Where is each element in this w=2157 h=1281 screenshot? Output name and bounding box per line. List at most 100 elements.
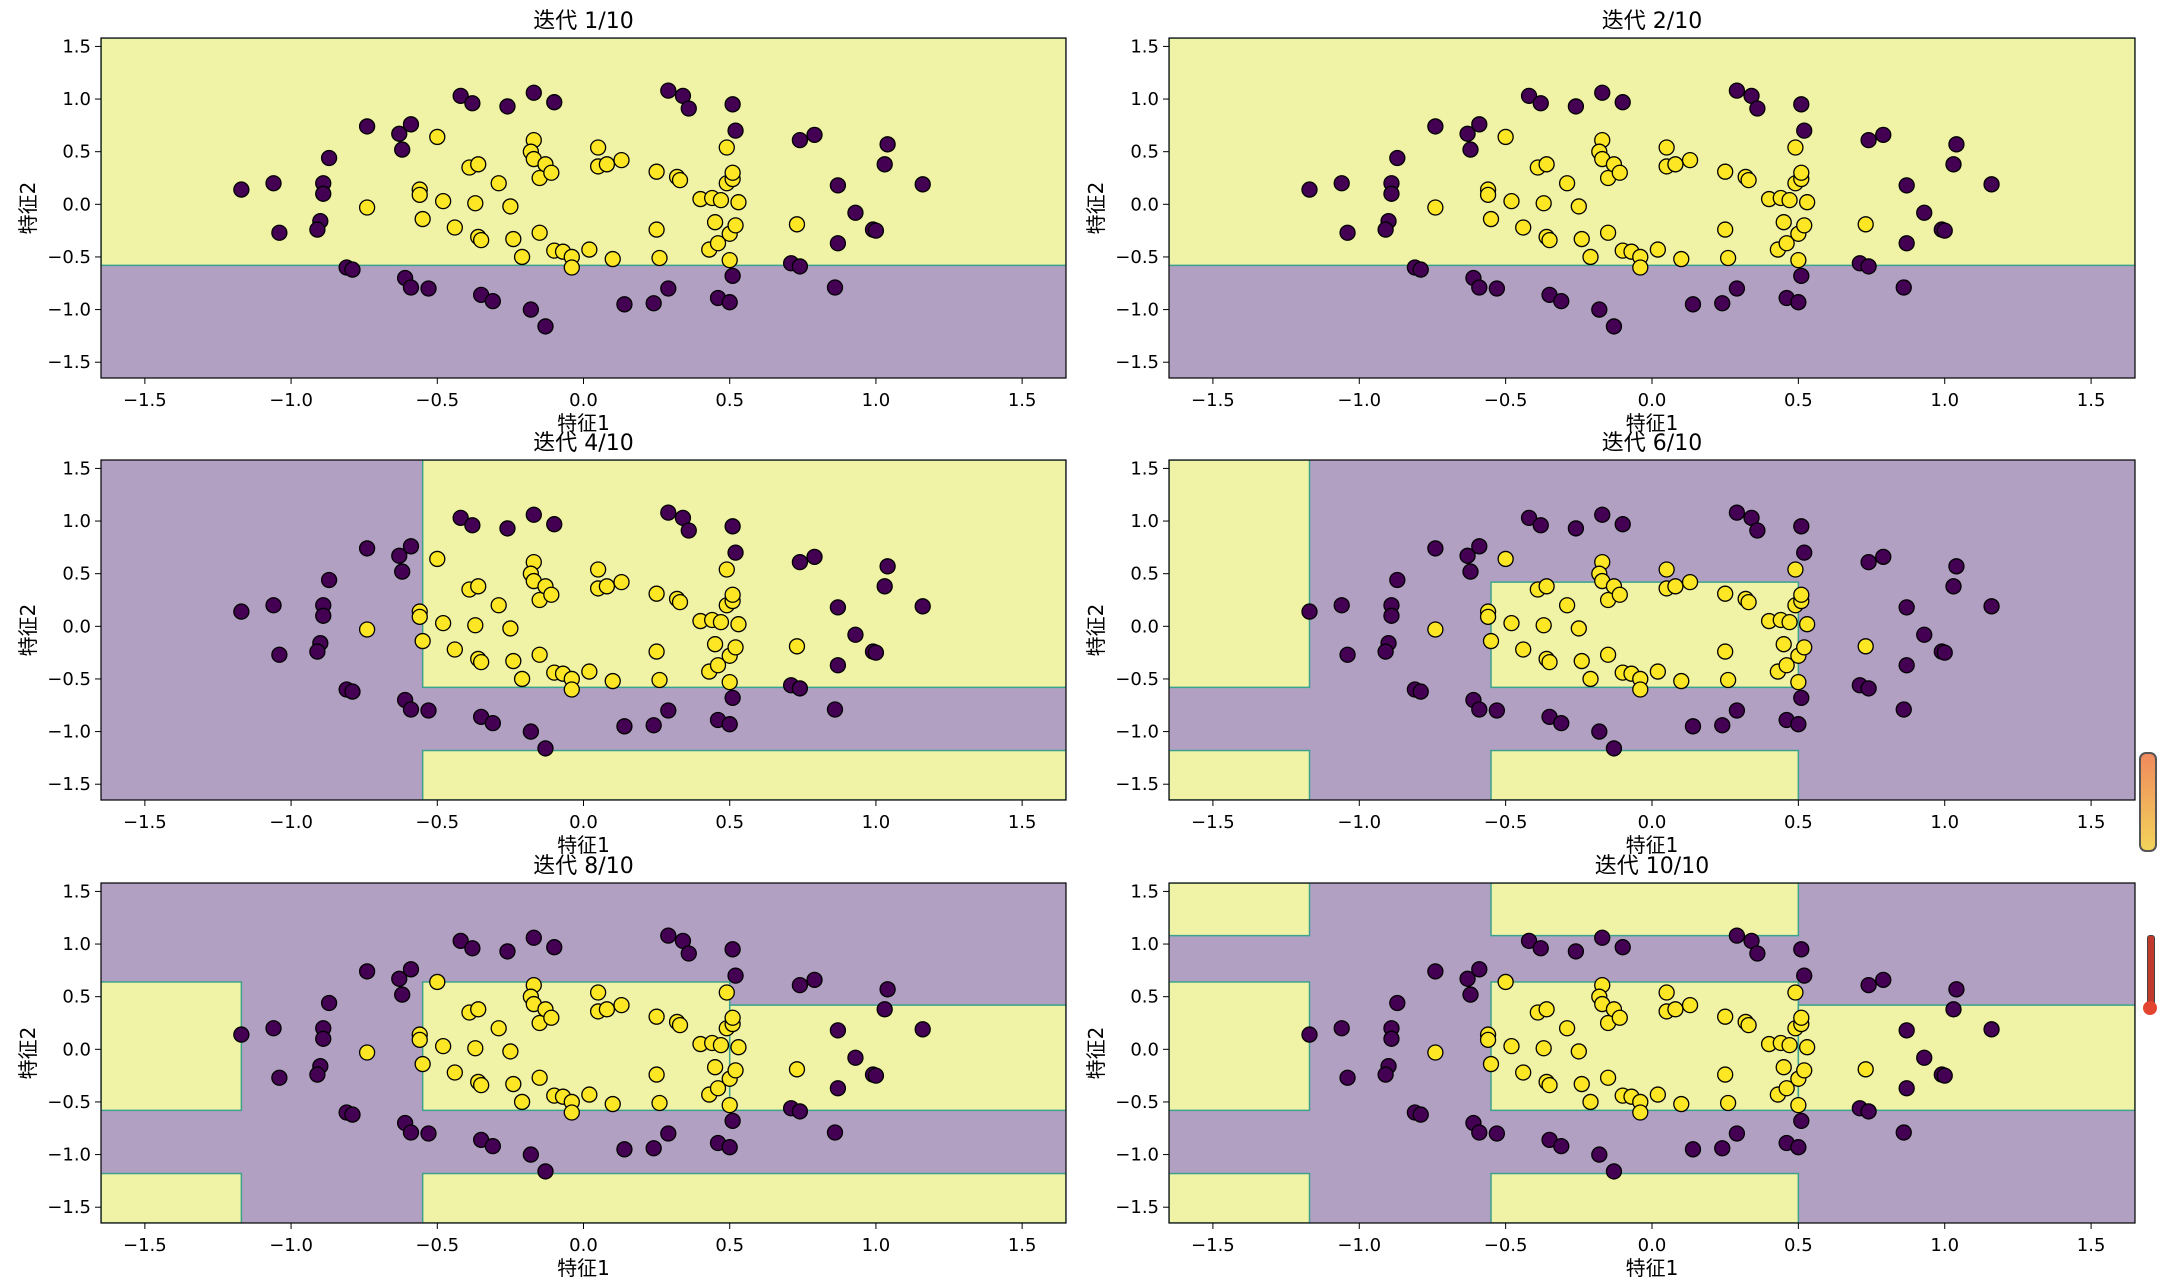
scrollbar-handle-top[interactable] <box>2139 752 2157 852</box>
data-point <box>914 598 931 615</box>
data-point <box>490 1020 507 1037</box>
y-tick-label: −1.5 <box>47 774 91 795</box>
x-tick-label: 0.5 <box>1784 812 1813 833</box>
data-point <box>1793 267 1810 285</box>
data-point <box>721 673 738 691</box>
data-point <box>788 638 806 655</box>
y-tick-label: −1.0 <box>47 1145 91 1166</box>
data-point <box>1427 199 1444 216</box>
data-point <box>879 558 896 575</box>
data-point <box>1945 156 1962 173</box>
data-point <box>1482 210 1500 228</box>
y-tick-label: 0.5 <box>62 564 91 585</box>
data-point <box>452 509 469 527</box>
data-point <box>660 702 677 719</box>
data-point <box>581 241 598 258</box>
data-point <box>1898 657 1915 674</box>
data-point <box>1790 673 1807 691</box>
data-point <box>1497 128 1514 146</box>
data-point <box>394 141 411 158</box>
data-point <box>1790 1139 1807 1156</box>
data-point <box>1649 241 1667 258</box>
data-point <box>1728 927 1746 944</box>
plot-area <box>101 38 1066 378</box>
data-point <box>616 296 633 313</box>
data-point <box>724 586 741 603</box>
data-point <box>1573 230 1590 248</box>
x-tick-label: 0.5 <box>715 1235 744 1256</box>
data-point <box>1558 1020 1576 1037</box>
data-point <box>1594 929 1611 946</box>
data-point <box>1796 217 1813 234</box>
data-point <box>1787 561 1804 578</box>
region-class1 <box>1797 1004 2135 1112</box>
data-point <box>344 1106 361 1123</box>
data-point <box>1538 578 1555 595</box>
y-tick-label: 1.5 <box>1130 36 1159 57</box>
data-point <box>847 204 864 221</box>
data-point <box>358 199 376 216</box>
data-point <box>1793 96 1810 113</box>
data-point <box>914 1021 931 1038</box>
data-point <box>1936 222 1953 239</box>
data-point <box>1515 1064 1532 1081</box>
data-point <box>1383 607 1400 624</box>
data-point <box>1796 544 1813 561</box>
data-point <box>1479 1031 1497 1048</box>
region-class1 <box>1169 883 1311 937</box>
data-point <box>791 1103 809 1120</box>
subplot-title: 迭代 2/10 <box>1602 9 1702 34</box>
data-point <box>1778 657 1795 674</box>
data-point <box>1714 1140 1731 1157</box>
data-point <box>265 597 282 614</box>
data-point <box>1614 939 1631 956</box>
data-point <box>434 615 452 632</box>
x-axis-label: 特征1 <box>1626 1256 1679 1280</box>
data-point <box>645 1140 662 1157</box>
y-axis-label: 特征2 <box>16 182 40 235</box>
data-point <box>660 1125 677 1142</box>
data-point <box>867 644 885 661</box>
plot-area <box>1169 38 2135 378</box>
data-point <box>1857 216 1874 233</box>
data-point <box>876 156 893 173</box>
y-tick-label: −1.5 <box>47 1197 91 1218</box>
data-point <box>344 683 361 700</box>
data-point <box>1339 1069 1356 1086</box>
data-point <box>604 1095 621 1113</box>
data-point <box>502 198 519 215</box>
region-class1 <box>728 1004 1066 1112</box>
data-point <box>876 1001 893 1018</box>
subplot-title: 迭代 1/10 <box>533 9 633 34</box>
x-tick-label: 0.0 <box>569 1235 598 1256</box>
data-point <box>1520 932 1538 950</box>
data-point <box>537 1163 554 1180</box>
y-tick-label: −1.5 <box>1115 1197 1159 1218</box>
data-point <box>1860 1103 1877 1120</box>
data-point <box>505 652 522 670</box>
data-point <box>1728 702 1746 719</box>
data-point <box>394 563 411 580</box>
data-point <box>1520 509 1538 527</box>
data-point <box>1717 1066 1734 1083</box>
data-point <box>724 96 741 113</box>
y-tick-label: 1.0 <box>1130 934 1159 955</box>
data-point <box>1717 585 1734 602</box>
data-point <box>1389 149 1406 167</box>
data-point <box>1895 1124 1912 1141</box>
data-point <box>344 261 361 278</box>
data-point <box>543 586 560 603</box>
data-point <box>680 100 697 117</box>
x-tick-label: 0.0 <box>569 812 598 833</box>
data-point <box>806 971 823 988</box>
data-point <box>1591 301 1608 318</box>
data-point <box>309 643 326 660</box>
y-axis-label: 特征2 <box>1084 182 1108 235</box>
data-point <box>829 1022 847 1039</box>
data-point <box>464 517 481 534</box>
x-tick-label: −0.5 <box>1484 390 1528 411</box>
region-class1 <box>1490 1172 1800 1223</box>
x-tick-label: 0.0 <box>569 390 598 411</box>
data-point <box>1611 164 1628 181</box>
data-point <box>1582 248 1599 266</box>
